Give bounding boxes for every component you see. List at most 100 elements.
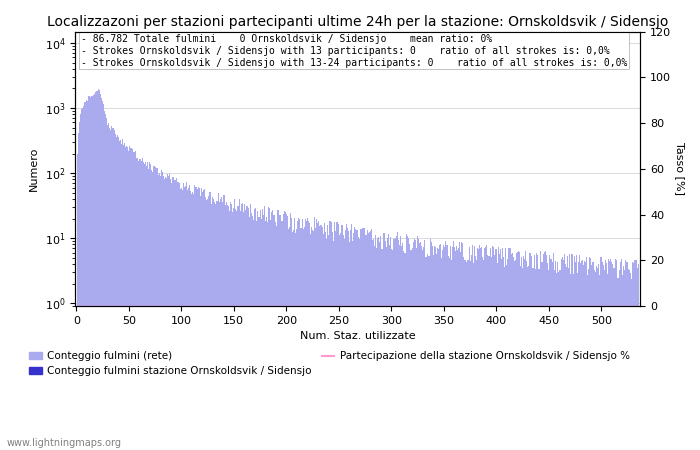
- Bar: [165, 177, 166, 450]
- Bar: [80, 114, 81, 450]
- Bar: [539, 269, 540, 450]
- Bar: [577, 273, 578, 450]
- Bar: [309, 223, 310, 450]
- Bar: [273, 215, 274, 450]
- Bar: [400, 236, 401, 450]
- Bar: [561, 259, 562, 450]
- Bar: [218, 202, 220, 450]
- Bar: [197, 187, 199, 450]
- Bar: [223, 194, 224, 450]
- Bar: [276, 225, 277, 450]
- Bar: [119, 141, 120, 450]
- Bar: [117, 135, 118, 450]
- Bar: [348, 231, 349, 450]
- Bar: [468, 248, 470, 450]
- Bar: [214, 202, 216, 450]
- Bar: [337, 222, 338, 450]
- Bar: [130, 148, 132, 450]
- Bar: [585, 262, 586, 450]
- Bar: [174, 180, 176, 450]
- Bar: [594, 272, 596, 450]
- Title: Localizzazoni per stazioni partecipanti ultime 24h per la stazione: Ornskoldsvik: Localizzazoni per stazioni partecipanti …: [47, 15, 668, 29]
- Bar: [128, 151, 130, 450]
- Bar: [291, 218, 292, 450]
- Bar: [88, 96, 90, 450]
- Bar: [420, 242, 421, 450]
- Bar: [610, 259, 611, 450]
- Bar: [342, 235, 344, 450]
- Bar: [204, 189, 205, 450]
- Bar: [531, 267, 533, 450]
- Bar: [317, 224, 318, 450]
- Bar: [148, 169, 149, 450]
- Bar: [445, 241, 447, 450]
- Bar: [306, 220, 307, 450]
- Bar: [389, 245, 390, 450]
- Bar: [442, 250, 443, 450]
- Bar: [296, 229, 297, 450]
- Bar: [307, 217, 308, 450]
- Bar: [613, 268, 615, 450]
- Bar: [346, 228, 348, 450]
- Bar: [412, 248, 413, 450]
- Bar: [505, 248, 506, 450]
- Bar: [544, 252, 545, 450]
- Bar: [415, 240, 416, 450]
- Bar: [564, 254, 565, 450]
- Bar: [543, 254, 544, 450]
- Bar: [283, 214, 284, 450]
- Y-axis label: Numero: Numero: [29, 147, 39, 191]
- Bar: [540, 251, 541, 450]
- Bar: [444, 248, 445, 450]
- Bar: [514, 260, 516, 450]
- Bar: [449, 246, 451, 450]
- Bar: [602, 262, 603, 450]
- Bar: [377, 238, 378, 450]
- Bar: [170, 179, 172, 450]
- Bar: [294, 218, 295, 450]
- Bar: [246, 206, 247, 450]
- Bar: [330, 221, 331, 450]
- Bar: [277, 210, 279, 450]
- Bar: [438, 249, 439, 450]
- Bar: [115, 134, 116, 450]
- Bar: [319, 226, 321, 450]
- Bar: [632, 262, 634, 450]
- Bar: [586, 257, 587, 450]
- Bar: [421, 246, 422, 450]
- Bar: [459, 242, 460, 450]
- Bar: [411, 250, 412, 450]
- Bar: [536, 253, 537, 450]
- Bar: [334, 222, 335, 450]
- Bar: [538, 269, 539, 450]
- Bar: [501, 259, 502, 450]
- Bar: [416, 248, 417, 450]
- Bar: [327, 225, 328, 450]
- Bar: [606, 262, 607, 450]
- Bar: [136, 158, 138, 450]
- Bar: [202, 193, 203, 450]
- Bar: [262, 215, 264, 450]
- Bar: [82, 108, 83, 450]
- Bar: [535, 269, 536, 450]
- Bar: [132, 149, 134, 450]
- Bar: [127, 147, 128, 450]
- Bar: [453, 241, 454, 450]
- Bar: [474, 246, 475, 450]
- Bar: [269, 208, 270, 450]
- Bar: [313, 231, 314, 450]
- Bar: [284, 212, 285, 450]
- Bar: [272, 210, 273, 450]
- Bar: [163, 176, 164, 450]
- Bar: [482, 257, 483, 450]
- Bar: [206, 200, 207, 450]
- Bar: [253, 220, 254, 450]
- Bar: [81, 109, 82, 450]
- Bar: [563, 260, 564, 450]
- Bar: [433, 255, 434, 450]
- Bar: [264, 206, 265, 450]
- Bar: [547, 262, 548, 450]
- Bar: [316, 219, 317, 450]
- Bar: [458, 248, 459, 450]
- Bar: [208, 196, 209, 450]
